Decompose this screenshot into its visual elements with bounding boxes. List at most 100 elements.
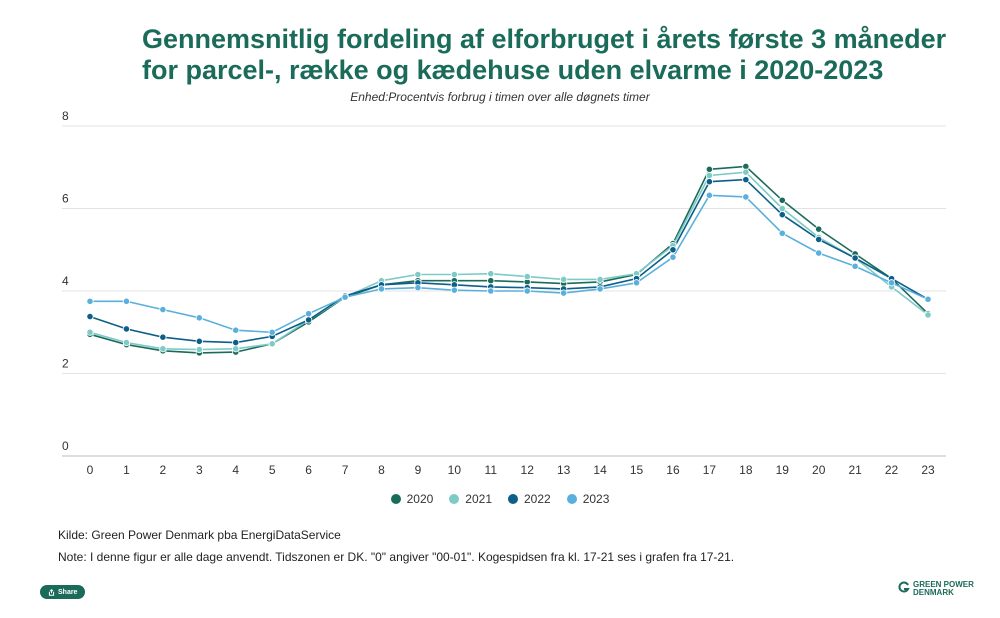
data-point-2022-6 [305, 316, 313, 324]
data-point-2021-10 [450, 270, 458, 279]
x-tick-label-17: 17 [703, 463, 717, 477]
y-tick-label-6: 6 [62, 192, 69, 206]
data-point-2023-0 [86, 297, 94, 305]
data-point-2023-2 [159, 305, 167, 314]
data-point-2023-18 [742, 193, 750, 201]
data-point-2021-13 [560, 275, 568, 284]
data-point-2020-11 [487, 277, 495, 285]
data-point-2021-19 [778, 204, 786, 213]
data-point-2023-5 [268, 328, 276, 336]
x-tick-label-5: 5 [269, 463, 276, 477]
chart-subtitle: Enhed:Procentvis forbrug i timen over al… [350, 90, 650, 104]
x-tick-label-6: 6 [305, 463, 312, 477]
legend-marker-2020 [390, 494, 401, 504]
data-point-2023-9 [414, 284, 422, 292]
data-point-2023-13 [560, 289, 568, 297]
data-point-2022-4 [232, 338, 240, 347]
x-tick-label-4: 4 [232, 463, 239, 477]
x-tick-label-22: 22 [885, 463, 899, 477]
data-point-2021-5 [268, 340, 276, 348]
y-tick-label-8: 8 [62, 109, 69, 123]
legend-marker-2023 [566, 494, 577, 504]
legend-label-2020: 2020 [406, 492, 434, 506]
data-point-2023-1 [122, 297, 131, 305]
chart-title-line-1: Gennemsnitlig fordeling af elforbruget i… [142, 24, 947, 54]
data-point-2020-20 [815, 225, 823, 233]
x-tick-label-1: 1 [123, 463, 130, 477]
y-tick-label-0: 0 [62, 439, 69, 453]
data-point-2021-2 [159, 345, 167, 353]
data-point-2023-17 [705, 191, 713, 199]
data-point-2023-11 [487, 287, 495, 295]
x-tick-label-7: 7 [342, 463, 349, 477]
legend-item-2020[interactable]: 2020 [390, 492, 434, 506]
data-point-2023-20 [815, 249, 823, 257]
data-point-2023-21 [851, 262, 859, 270]
chart-title-line-2: for parcel-, række og kædehuse uden elva… [142, 55, 884, 85]
series-line-2022 [89, 178, 929, 344]
data-point-2022-3 [195, 337, 203, 345]
legend-item-2022[interactable]: 2022 [508, 492, 551, 506]
x-tick-label-13: 13 [557, 463, 571, 477]
data-point-2023-8 [377, 285, 386, 293]
x-tick-label-15: 15 [630, 463, 644, 477]
x-tick-label-3: 3 [196, 463, 203, 477]
data-point-2023-12 [523, 287, 531, 295]
data-point-2021-18 [742, 168, 750, 176]
x-tick-label-2: 2 [160, 463, 167, 477]
data-point-2023-7 [341, 293, 349, 301]
data-point-2023-6 [305, 310, 313, 318]
data-point-2021-1 [122, 338, 131, 347]
data-point-2023-10 [450, 286, 458, 294]
y-tick-label-2: 2 [62, 357, 69, 371]
green-power-denmark-logo: GREEN POWER DENMARK [898, 581, 974, 597]
data-point-2023-23 [924, 295, 932, 303]
data-point-2021-17 [705, 171, 713, 180]
data-point-2022-19 [778, 211, 786, 219]
data-point-2021-0 [86, 328, 94, 336]
data-point-2023-22 [887, 279, 896, 287]
data-point-2022-21 [851, 254, 859, 262]
x-tick-label-19: 19 [776, 463, 790, 477]
data-point-2021-11 [487, 270, 495, 278]
series-line-2020 [89, 165, 929, 354]
x-tick-label-11: 11 [485, 463, 498, 477]
share-button[interactable]: Share [40, 585, 86, 599]
x-tick-label-20: 20 [812, 463, 826, 477]
x-tick-label-16: 16 [666, 463, 680, 477]
logo-line-2: DENMARK [913, 588, 954, 597]
data-point-2021-23 [924, 311, 932, 319]
x-tick-label-9: 9 [415, 463, 422, 477]
legend-label-2022: 2022 [524, 492, 551, 506]
data-point-2023-15 [632, 279, 641, 287]
logo-line-1: GREEN POWER [913, 580, 974, 589]
legend-label-2023: 2023 [582, 492, 610, 506]
legend-marker-2022 [508, 494, 518, 504]
legend-marker-2021 [449, 494, 460, 504]
data-point-2023-14 [596, 285, 604, 293]
x-tick-label-14: 14 [593, 463, 607, 477]
data-point-2021-9 [414, 270, 422, 279]
chart-title: Gennemsnitlig fordeling af elforbruget i… [142, 24, 962, 86]
series-line-2023 [90, 194, 929, 334]
data-point-2020-17 [705, 165, 713, 173]
y-tick-label-4: 4 [62, 274, 69, 288]
legend-label-2021: 2021 [465, 492, 492, 506]
data-point-2022-2 [159, 333, 167, 341]
data-point-2023-4 [232, 326, 240, 334]
data-point-2022-17 [705, 178, 713, 186]
data-point-2020-19 [778, 196, 786, 204]
source-text: Kilde: Green Power Denmark pba EnergiDat… [58, 528, 341, 542]
legend-item-2021[interactable]: 2021 [449, 492, 492, 506]
data-point-2021-4 [232, 345, 240, 353]
data-point-2022-0 [86, 312, 94, 321]
x-tick-label-21: 21 [848, 463, 862, 477]
data-point-2021-14 [596, 275, 604, 284]
x-tick-label-12: 12 [521, 463, 535, 477]
x-tick-label-18: 18 [739, 463, 753, 477]
legend-item-2023[interactable]: 2023 [566, 492, 610, 506]
x-tick-label-10: 10 [448, 463, 462, 477]
chart-notes: Kilde: Green Power Denmark pba EnergiDat… [58, 524, 734, 568]
series-line-2021 [89, 171, 929, 351]
